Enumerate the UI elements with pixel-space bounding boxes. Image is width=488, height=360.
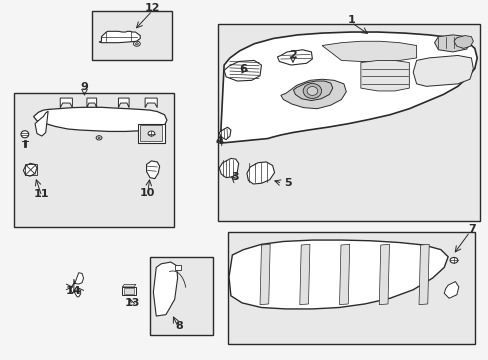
Bar	[124, 288, 134, 294]
Ellipse shape	[303, 84, 321, 98]
Polygon shape	[153, 262, 177, 316]
Polygon shape	[418, 244, 428, 305]
Ellipse shape	[135, 43, 138, 45]
Polygon shape	[412, 55, 472, 86]
Polygon shape	[34, 107, 166, 131]
Ellipse shape	[449, 257, 457, 263]
Bar	[217, 24, 479, 221]
Polygon shape	[35, 111, 48, 136]
Polygon shape	[360, 60, 408, 91]
Text: 11: 11	[34, 189, 49, 199]
Polygon shape	[293, 81, 332, 100]
Polygon shape	[379, 244, 388, 305]
Polygon shape	[122, 284, 136, 287]
Text: 8: 8	[175, 321, 183, 331]
Polygon shape	[339, 244, 349, 305]
Text: 7: 7	[468, 224, 475, 234]
Polygon shape	[23, 163, 37, 176]
Text: 1: 1	[346, 15, 354, 25]
Polygon shape	[260, 244, 270, 305]
Ellipse shape	[306, 86, 317, 95]
Polygon shape	[87, 98, 97, 108]
Polygon shape	[145, 98, 157, 108]
Ellipse shape	[98, 137, 100, 139]
Polygon shape	[228, 240, 447, 309]
Polygon shape	[99, 31, 140, 43]
Polygon shape	[299, 244, 309, 305]
Text: 13: 13	[124, 298, 140, 308]
Text: 2: 2	[288, 50, 296, 60]
Polygon shape	[434, 35, 470, 52]
Bar	[140, 125, 162, 141]
Polygon shape	[443, 282, 458, 298]
Ellipse shape	[96, 136, 102, 140]
Polygon shape	[224, 60, 261, 81]
Ellipse shape	[148, 131, 155, 136]
Bar	[14, 94, 174, 226]
Polygon shape	[60, 98, 72, 108]
Polygon shape	[277, 50, 312, 65]
Bar	[25, 165, 37, 175]
Bar	[174, 265, 181, 270]
Polygon shape	[71, 273, 83, 297]
Text: 3: 3	[230, 172, 238, 182]
Bar	[138, 123, 164, 143]
Text: 6: 6	[239, 64, 247, 73]
Text: 10: 10	[140, 188, 155, 198]
Bar	[227, 232, 474, 344]
Ellipse shape	[21, 131, 29, 138]
Polygon shape	[219, 127, 230, 140]
Polygon shape	[322, 41, 416, 62]
Text: 5: 5	[284, 178, 291, 188]
Text: 14: 14	[66, 286, 81, 296]
Polygon shape	[219, 158, 238, 177]
Text: 4: 4	[215, 136, 223, 147]
Text: 12: 12	[144, 3, 160, 13]
Polygon shape	[220, 32, 476, 143]
Polygon shape	[146, 161, 159, 179]
Bar	[92, 11, 171, 60]
Bar	[150, 257, 213, 335]
Polygon shape	[246, 162, 274, 184]
Bar	[122, 287, 136, 296]
Ellipse shape	[133, 41, 140, 46]
Polygon shape	[118, 98, 129, 108]
Polygon shape	[280, 79, 346, 109]
Text: 9: 9	[81, 82, 88, 93]
Polygon shape	[453, 36, 472, 48]
